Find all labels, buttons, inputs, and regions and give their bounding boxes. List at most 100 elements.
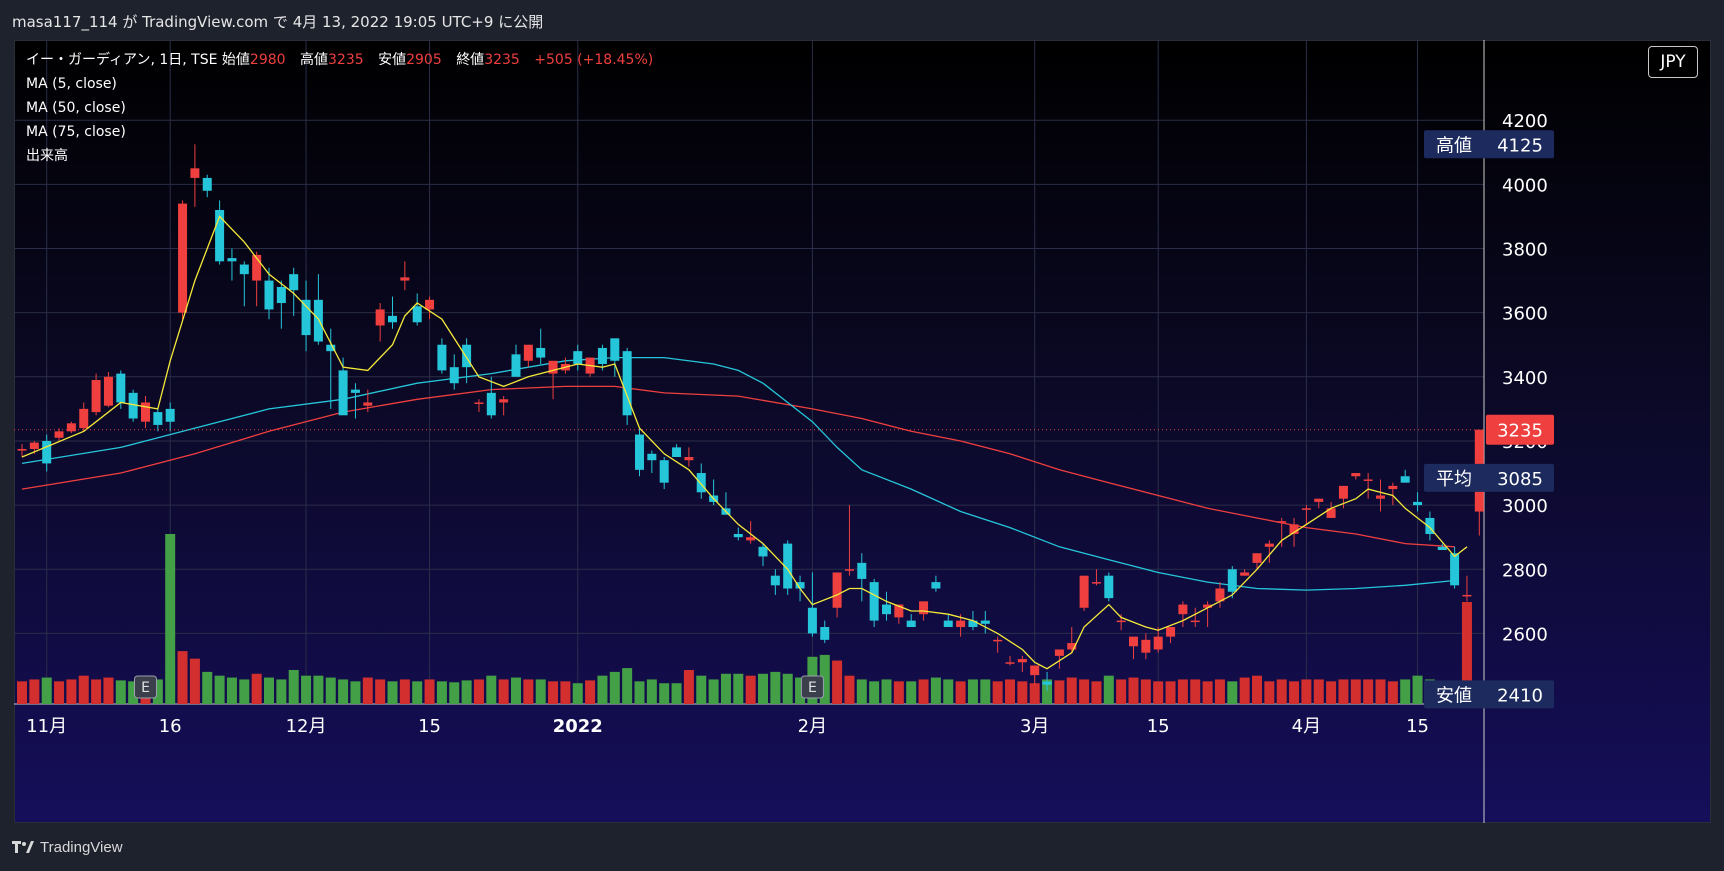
- candle-body: [1227, 569, 1237, 592]
- volume-bar: [1227, 681, 1238, 704]
- volume-bar: [1461, 602, 1472, 704]
- candle-body: [1141, 639, 1151, 653]
- price-axis[interactable]: 260028003000320034003600380040004200: [1502, 111, 1548, 645]
- candle-body: [795, 582, 805, 589]
- candle-body: [1264, 543, 1274, 547]
- candle-body: [1178, 604, 1188, 615]
- currency-button[interactable]: JPY: [1648, 46, 1698, 78]
- ma50-line: [21, 356, 1455, 591]
- volume-bar: [1091, 681, 1102, 704]
- candle-body: [696, 473, 706, 493]
- volume-bar: [375, 679, 386, 704]
- candle-body: [17, 448, 27, 451]
- legend-ma75[interactable]: MA (75, close): [26, 124, 126, 140]
- volume-bar: [1264, 681, 1275, 704]
- candle-body: [264, 280, 274, 310]
- volume-bar: [770, 671, 781, 704]
- volume-bar: [819, 654, 830, 704]
- candle-body: [1054, 649, 1064, 656]
- volume-bar: [29, 679, 40, 704]
- change-value: +505 (+18.45%): [534, 52, 654, 68]
- candle-body: [1363, 479, 1373, 481]
- volume-bar: [387, 681, 398, 704]
- ma50-path: [21, 356, 1455, 591]
- earnings-marker[interactable]: E: [800, 675, 824, 699]
- candle-body: [165, 408, 175, 422]
- time-axis[interactable]: 11月 16 12月 15 2022 2月 3月 15 4月 15: [26, 716, 1429, 737]
- volume-bar: [1103, 675, 1114, 704]
- legend-volume[interactable]: 出来高: [26, 148, 68, 164]
- publish-header: masa117_114 が TradingView.com で 4月 13, 2…: [0, 0, 1724, 40]
- price-tick-label: 3400: [1502, 368, 1548, 389]
- volume-bar: [1140, 679, 1151, 704]
- candle-body: [1190, 620, 1200, 623]
- candle-body: [956, 620, 966, 628]
- ma5-path: [21, 215, 1468, 670]
- volume-bar: [41, 677, 52, 704]
- volume-bar: [1153, 681, 1164, 704]
- volume-bar: [881, 679, 892, 704]
- legend-ma5[interactable]: MA (5, close): [26, 76, 117, 92]
- high-value: 3235: [328, 52, 364, 68]
- candle-body: [1240, 572, 1250, 576]
- candle-body: [943, 620, 953, 628]
- price-tick-label: 2600: [1502, 624, 1548, 645]
- price-tag-box: [1424, 680, 1554, 709]
- price-chart[interactable]: EE 260028003000320034003600380040004200 …: [14, 40, 1711, 823]
- volume-bar: [177, 651, 188, 704]
- candle-body: [894, 604, 904, 618]
- volume-bar: [239, 679, 250, 704]
- candle-body: [116, 373, 126, 403]
- volume-bar: [1276, 679, 1287, 704]
- volume-bar: [152, 679, 163, 704]
- candle-body: [1376, 495, 1385, 499]
- volume-bar: [634, 681, 645, 704]
- volume-bar: [585, 680, 596, 704]
- symbol-label[interactable]: イー・ガーディアン, 1日, TSE: [26, 52, 218, 68]
- candle-body: [783, 543, 793, 589]
- volume-bar: [1338, 679, 1349, 704]
- open-value: 2980: [249, 52, 286, 68]
- candle-body: [684, 457, 694, 461]
- volume-bar: [189, 658, 200, 704]
- candle-body: [141, 402, 150, 422]
- candle-body: [462, 344, 472, 368]
- candle-body: [931, 582, 941, 589]
- volume-bar: [412, 681, 423, 704]
- volume-bar: [548, 681, 559, 704]
- candle-body: [1104, 575, 1114, 599]
- price-tag-label: 平均: [1436, 469, 1472, 490]
- volume-bar: [708, 679, 719, 704]
- candle-body: [844, 569, 854, 571]
- candle-body: [103, 376, 113, 406]
- candle-body: [511, 354, 521, 377]
- volume-bar: [1116, 679, 1127, 704]
- volume-bar: [980, 679, 991, 704]
- price-tag-label: 高値: [1436, 135, 1472, 156]
- legend-ma50[interactable]: MA (50, close): [26, 100, 126, 116]
- candle-body: [215, 210, 225, 262]
- volume-bar: [1313, 679, 1324, 704]
- candle-body: [1413, 501, 1423, 506]
- volume-bar: [535, 679, 546, 704]
- volume-bar: [1412, 675, 1423, 704]
- time-tick-label: 2022: [553, 716, 603, 737]
- volume-bar: [78, 675, 89, 704]
- candle-body: [770, 575, 780, 586]
- candle-body: [1203, 604, 1213, 608]
- volume-bar: [1005, 679, 1015, 704]
- volume-bar: [498, 679, 509, 704]
- candle-body: [1388, 485, 1398, 490]
- footer-brand: TradingView: [40, 838, 123, 856]
- candle-body: [363, 402, 373, 406]
- volume-bar: [1190, 679, 1201, 704]
- volume-bar: [745, 675, 756, 704]
- close-value: 3235: [484, 52, 520, 68]
- candle-body: [1400, 476, 1410, 483]
- time-tick-label: 4月: [1292, 716, 1321, 737]
- candle-body: [29, 442, 39, 449]
- candle-body: [313, 299, 323, 342]
- candle-body: [573, 351, 583, 364]
- earnings-marker[interactable]: E: [134, 675, 157, 699]
